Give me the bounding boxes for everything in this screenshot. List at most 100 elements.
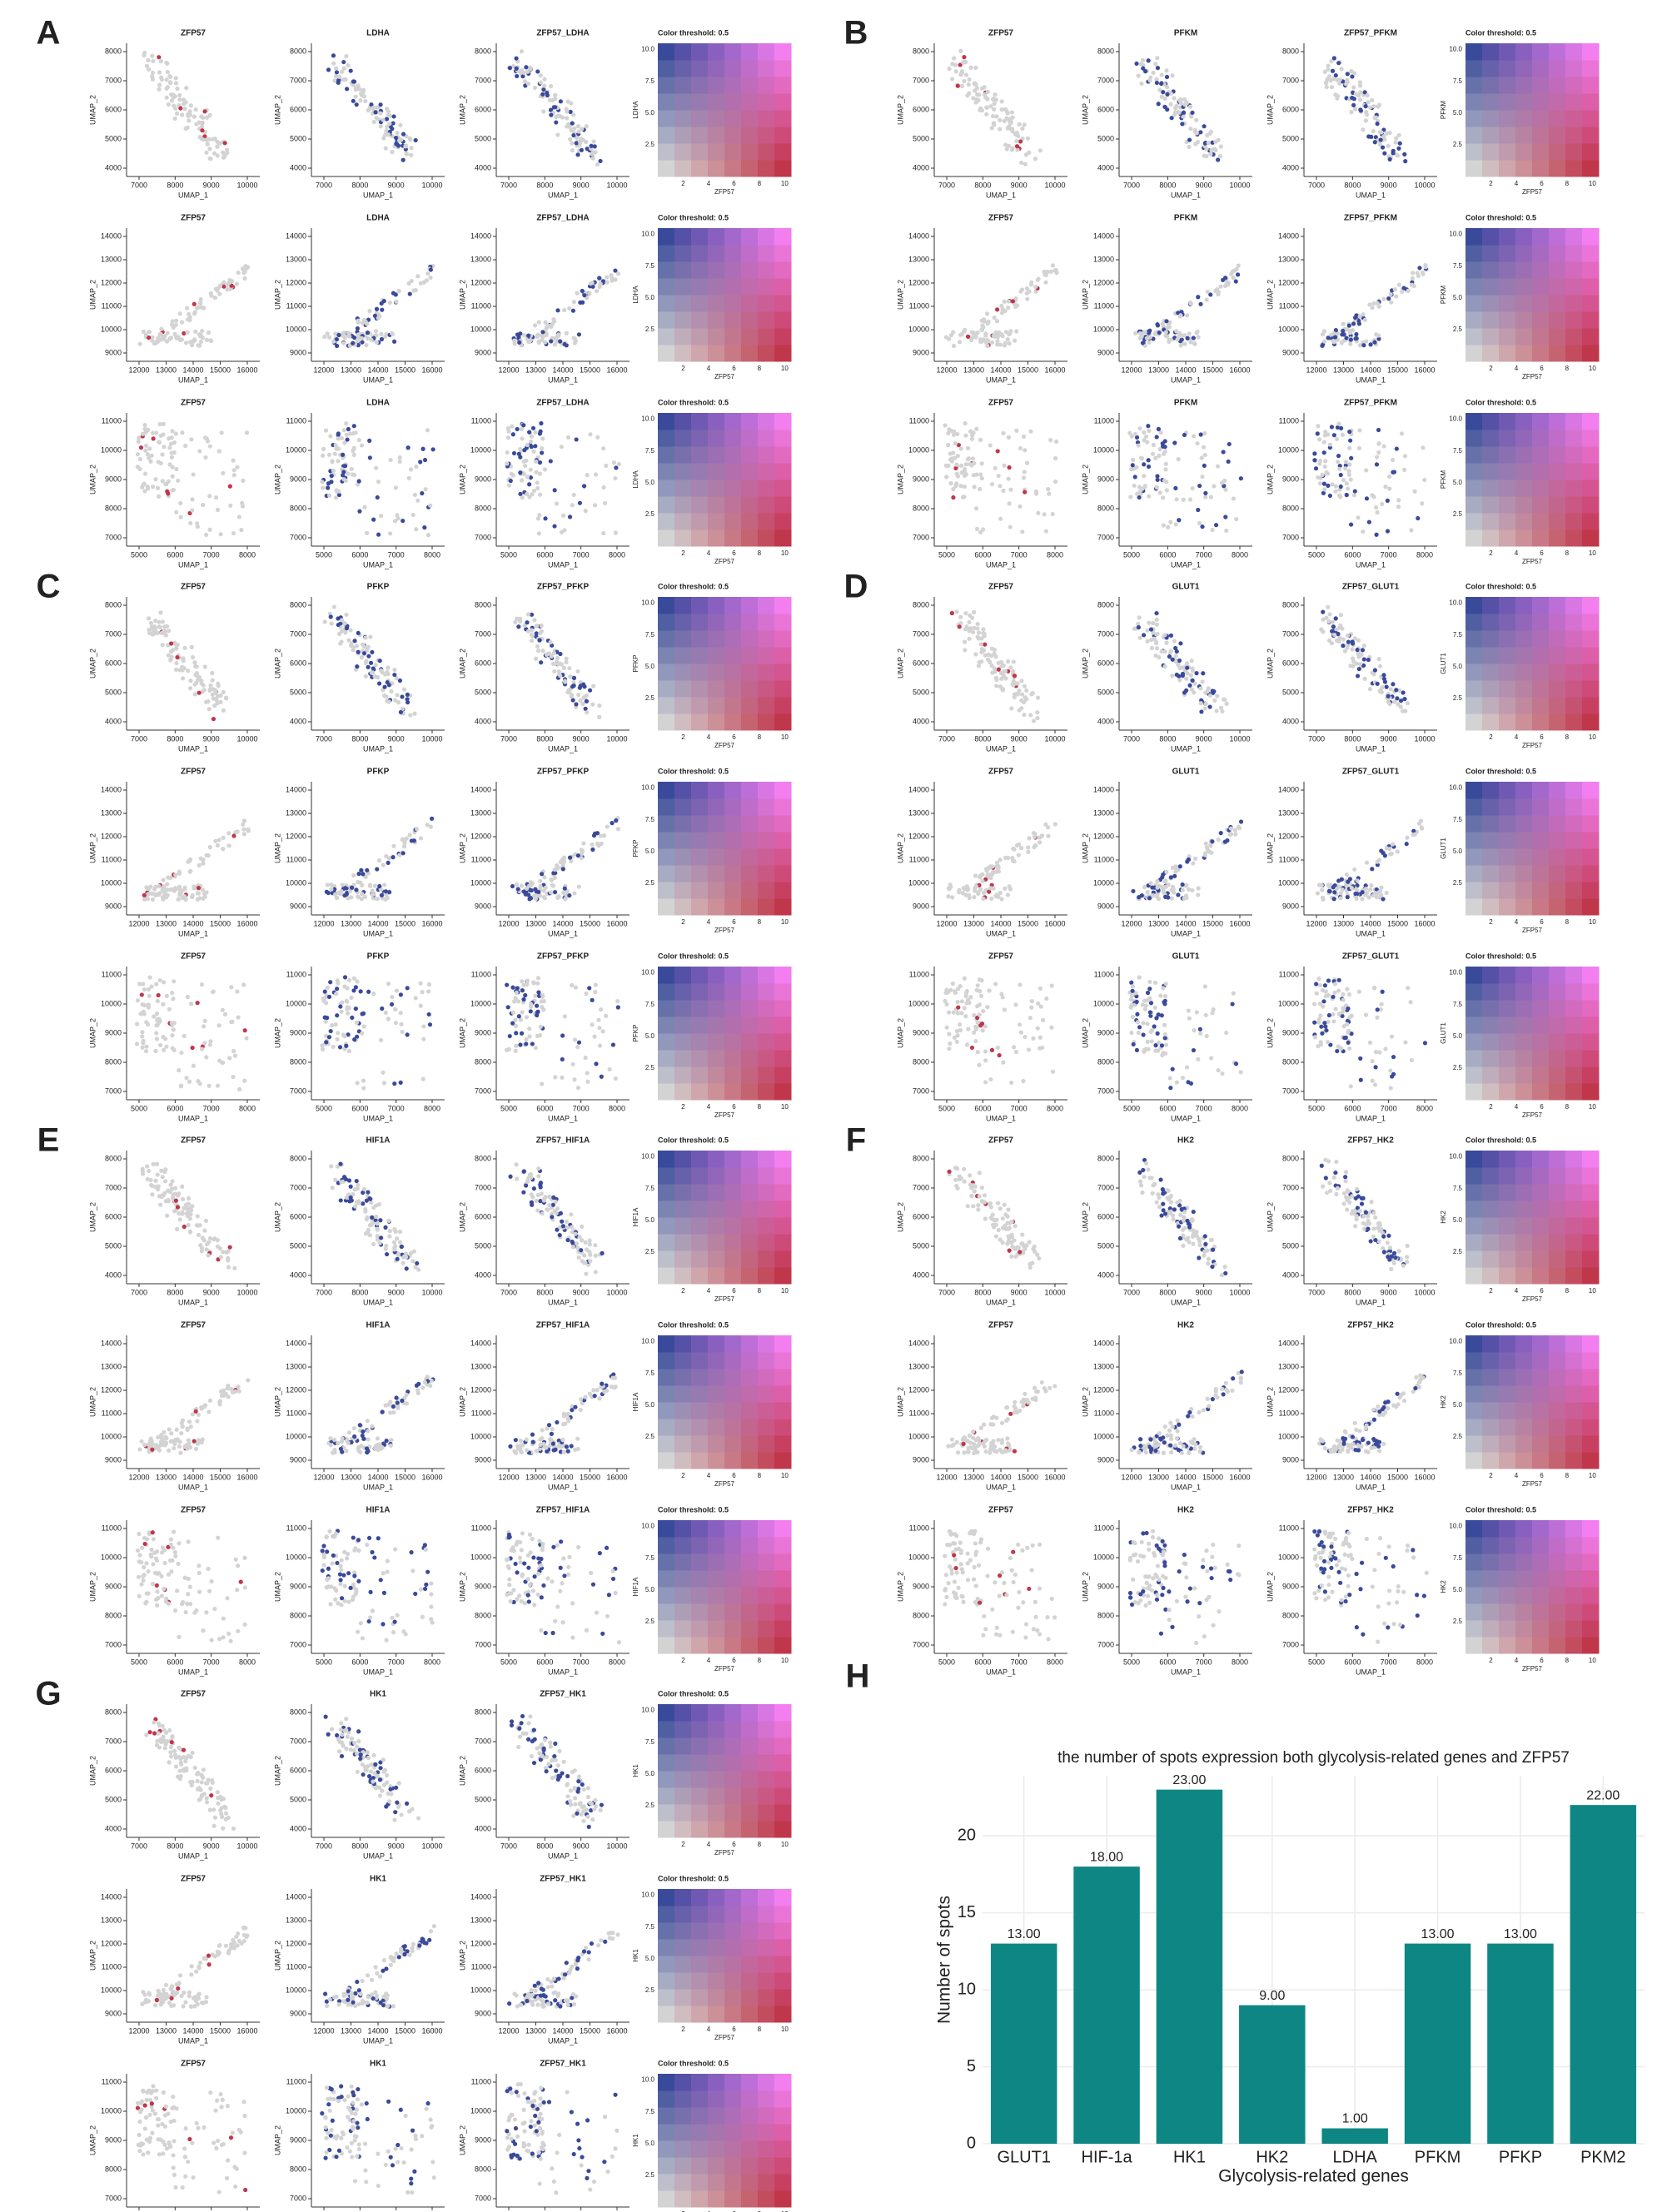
scatter-point xyxy=(981,896,986,902)
legend-cell xyxy=(1582,529,1600,547)
scatter-point xyxy=(1386,693,1391,698)
scatter-point xyxy=(424,278,429,283)
scatter-point xyxy=(136,439,141,445)
scatter-point xyxy=(557,661,562,666)
scatter-point xyxy=(192,114,197,119)
legend-cell xyxy=(1465,93,1483,111)
scatter-point xyxy=(505,435,511,440)
legend-cell xyxy=(674,798,692,816)
scatter-point xyxy=(972,609,977,614)
scatter-point xyxy=(1053,480,1058,485)
y-tick-label: 13000 xyxy=(286,808,306,817)
scatter-point xyxy=(330,460,335,465)
scatter-point xyxy=(1007,465,1012,470)
scatter-point xyxy=(1027,836,1032,841)
x-tick-label: 8000 xyxy=(167,181,183,189)
scatter-point xyxy=(1357,97,1363,102)
scatter-point xyxy=(173,872,178,877)
scatter-point xyxy=(1151,620,1156,626)
scatter-point xyxy=(156,494,162,499)
scatter-point xyxy=(574,141,579,146)
legend-cell xyxy=(708,967,725,984)
scatter-point xyxy=(184,1076,189,1081)
scatter-point xyxy=(171,92,176,97)
legend-cell xyxy=(674,480,692,497)
scatter-point xyxy=(1191,336,1196,340)
y-axis-label: UMAP_2 xyxy=(458,465,466,495)
legend-cell xyxy=(1499,228,1516,246)
scatter-point xyxy=(576,692,581,698)
scatter-point xyxy=(527,1034,532,1039)
legend-cell xyxy=(1499,630,1516,648)
scatter-point xyxy=(998,484,1003,489)
scatter-point xyxy=(542,77,547,82)
scatter-point xyxy=(1014,138,1019,144)
scatter-point xyxy=(215,1083,221,1088)
scatter-point xyxy=(581,484,587,489)
legend-x-tick: 10 xyxy=(1589,365,1596,372)
scatter-point xyxy=(554,501,560,506)
y-axis-label: UMAP_2 xyxy=(896,280,904,310)
y-tick-label: 9000 xyxy=(105,475,122,483)
scatter-point xyxy=(575,152,580,157)
scatter-point xyxy=(1138,62,1143,67)
scatter-point xyxy=(151,436,156,441)
scatter-point xyxy=(1196,295,1201,300)
scatter-point xyxy=(334,488,339,493)
legend-cell xyxy=(708,463,725,480)
scatter-point xyxy=(1204,154,1209,159)
legend-cell xyxy=(1465,480,1483,497)
scatter-point xyxy=(507,66,512,71)
y-tick-label: 11000 xyxy=(1094,416,1114,425)
scatter-point xyxy=(164,339,170,344)
scatter-point xyxy=(1188,301,1193,306)
x-tick-label: 10000 xyxy=(1414,734,1435,743)
legend-cell xyxy=(708,513,725,530)
scatter-point xyxy=(510,432,515,437)
scatter-point xyxy=(246,828,251,833)
scatter-point xyxy=(1173,522,1178,527)
scatter-point xyxy=(1025,136,1030,141)
scatter-point xyxy=(1377,664,1383,669)
scatter-point xyxy=(590,281,595,286)
legend-cell xyxy=(691,245,709,262)
scatter-point xyxy=(365,330,371,336)
legend-cell xyxy=(774,1050,792,1067)
legend-cell xyxy=(1565,60,1583,77)
legend-x-tick: 10 xyxy=(1589,733,1596,741)
scatter-point xyxy=(1351,102,1356,107)
scatter-point xyxy=(1364,109,1369,115)
legend-cell xyxy=(658,496,675,514)
legend-x-tick: 8 xyxy=(1565,365,1570,372)
y-tick-label: 13000 xyxy=(101,808,122,817)
legend-cell xyxy=(741,345,759,362)
legend-cell xyxy=(658,110,675,127)
scatter-point xyxy=(954,462,959,467)
legend-y-label: PFKM xyxy=(1440,470,1447,490)
scatter-point xyxy=(1163,467,1168,472)
legend-cell xyxy=(1482,110,1500,127)
scatter-point xyxy=(362,894,367,899)
scatter-point xyxy=(197,862,202,867)
scatter-point xyxy=(1187,683,1192,688)
y-axis-label: UMAP_2 xyxy=(273,465,281,495)
x-tick-label: 5000 xyxy=(500,1104,517,1112)
scatter-point xyxy=(346,1048,351,1054)
scatter-point xyxy=(1169,116,1174,121)
scatter-point xyxy=(1340,432,1345,437)
x-tick-label: 16000 xyxy=(1229,365,1250,374)
legend-cell xyxy=(774,898,792,916)
scatter-point xyxy=(239,528,244,533)
scatter-point xyxy=(1196,335,1201,340)
y-tick-label: 14000 xyxy=(1093,785,1114,793)
scatter-point xyxy=(602,500,608,506)
legend-cell xyxy=(774,143,792,161)
scatter-points xyxy=(510,816,621,902)
scatter-point xyxy=(514,990,519,996)
legend-cell xyxy=(1565,278,1583,296)
y-tick-label: 14000 xyxy=(1093,231,1114,240)
legend-cell xyxy=(741,110,759,127)
y-axis-label: UMAP_2 xyxy=(896,465,904,495)
scatter-point xyxy=(379,892,384,897)
scatter-point xyxy=(348,68,353,73)
